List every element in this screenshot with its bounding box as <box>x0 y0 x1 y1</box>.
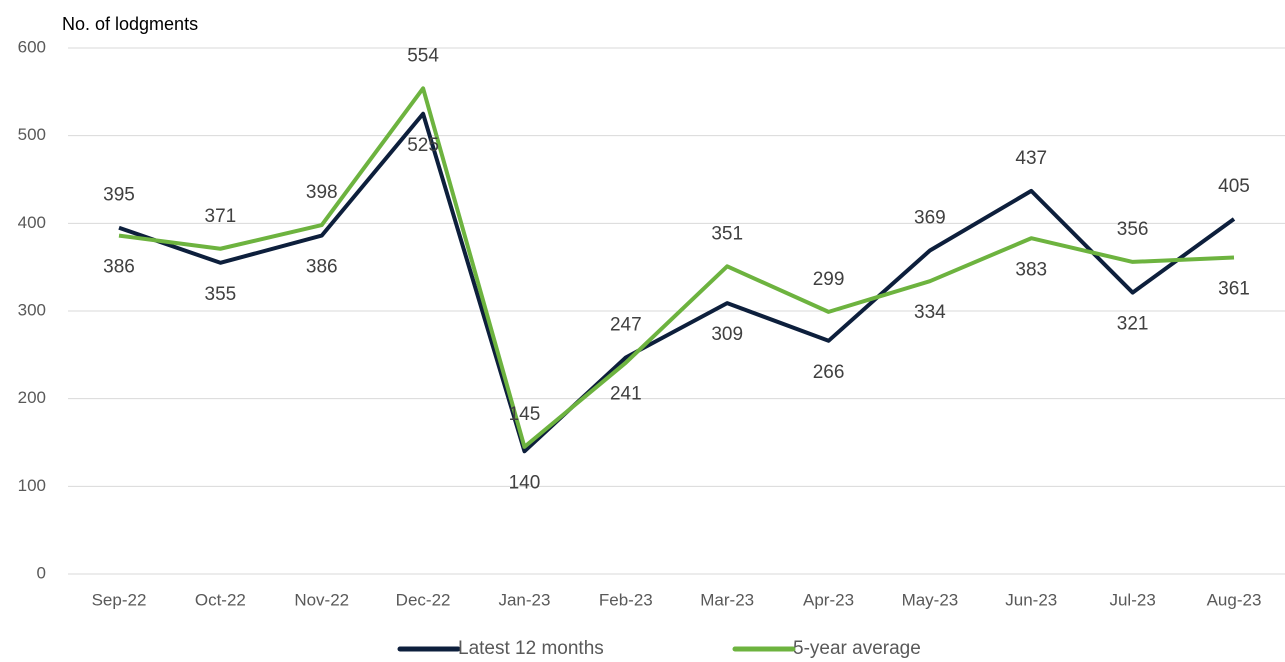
legend-label: 5-year average <box>793 638 921 659</box>
data-label: 437 <box>1015 148 1047 169</box>
y-tick-label: 400 <box>18 213 46 232</box>
x-tick-label: Dec-22 <box>396 590 451 609</box>
x-tick-label: Aug-23 <box>1207 590 1262 609</box>
data-label: 309 <box>711 324 743 345</box>
legend-label: Latest 12 months <box>458 638 604 659</box>
data-label: 554 <box>407 45 439 66</box>
series-line <box>118 111 1236 454</box>
data-label: 386 <box>103 257 135 278</box>
x-tick-label: Nov-22 <box>294 590 349 609</box>
data-label: 361 <box>1218 279 1250 300</box>
data-label: 386 <box>306 257 338 278</box>
y-tick-label: 0 <box>37 563 46 582</box>
data-label: 266 <box>813 362 845 383</box>
x-tick-label: Jun-23 <box>1005 590 1057 609</box>
y-tick-label: 200 <box>18 388 46 407</box>
x-tick-label: Feb-23 <box>599 590 653 609</box>
x-tick-label: Oct-22 <box>195 590 246 609</box>
data-label: 247 <box>610 314 642 335</box>
data-label: 299 <box>813 269 845 290</box>
y-tick-label: 500 <box>18 125 46 144</box>
data-label: 145 <box>509 404 541 425</box>
y-tick-label: 300 <box>18 300 46 319</box>
x-tick-label: Apr-23 <box>803 590 854 609</box>
chart-title: No. of lodgments <box>62 14 198 34</box>
data-label: 356 <box>1117 219 1149 240</box>
x-tick-label: Jul-23 <box>1109 590 1155 609</box>
series-line <box>118 86 1235 449</box>
x-tick-label: Jan-23 <box>498 590 550 609</box>
data-label: 525 <box>407 135 439 156</box>
y-tick-label: 100 <box>18 476 46 495</box>
data-label: 398 <box>306 182 338 203</box>
data-label: 369 <box>914 208 946 229</box>
data-label: 140 <box>509 472 541 493</box>
x-tick-label: Mar-23 <box>700 590 754 609</box>
data-label: 321 <box>1117 314 1149 335</box>
data-label: 241 <box>610 384 642 405</box>
data-label: 355 <box>205 284 237 305</box>
data-label: 405 <box>1218 176 1250 197</box>
x-tick-label: May-23 <box>902 590 959 609</box>
data-label: 383 <box>1015 259 1047 280</box>
x-tick-label: Sep-22 <box>92 590 147 609</box>
data-label: 334 <box>914 302 946 323</box>
data-label: 395 <box>103 185 135 206</box>
data-label: 351 <box>711 223 743 244</box>
data-label: 371 <box>205 206 237 227</box>
y-tick-label: 600 <box>18 37 46 56</box>
